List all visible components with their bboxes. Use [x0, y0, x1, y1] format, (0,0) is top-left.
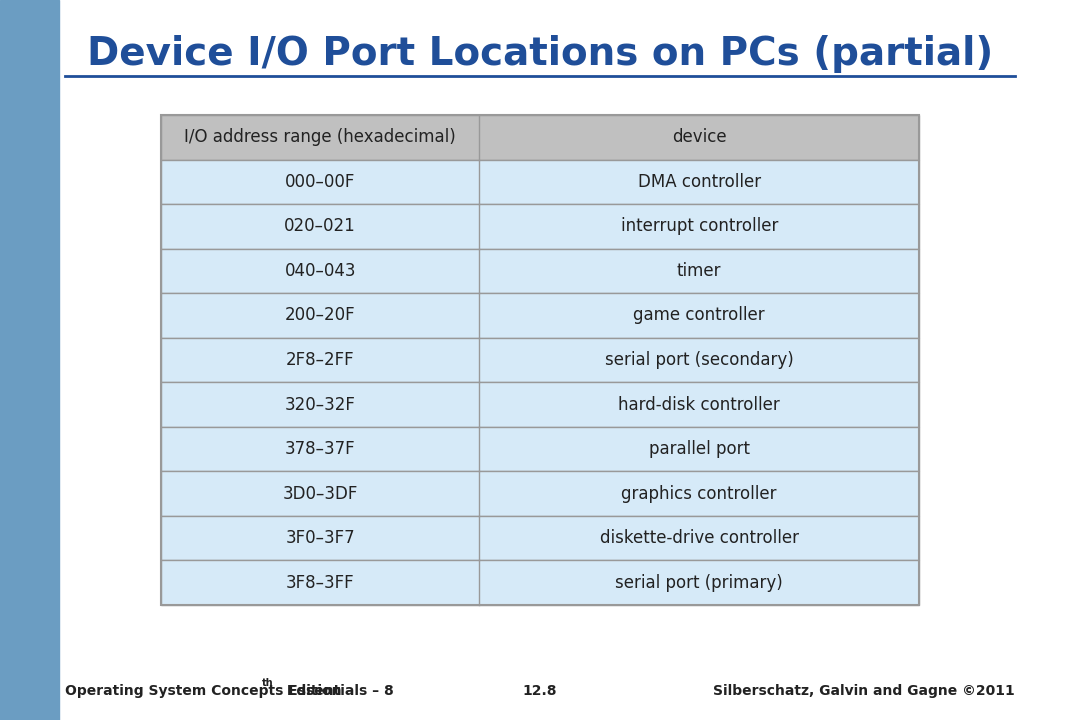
Bar — [161, 293, 919, 338]
Text: graphics controller: graphics controller — [621, 485, 777, 503]
Bar — [161, 472, 919, 516]
Text: DMA controller: DMA controller — [637, 173, 760, 191]
Text: 040–043: 040–043 — [284, 262, 356, 280]
Text: interrupt controller: interrupt controller — [621, 217, 778, 235]
Text: diskette-drive controller: diskette-drive controller — [599, 529, 799, 547]
Bar — [161, 427, 919, 472]
Text: device: device — [672, 128, 727, 146]
Text: Edition: Edition — [282, 684, 342, 698]
Bar — [161, 560, 919, 605]
Bar — [161, 248, 919, 293]
Text: parallel port: parallel port — [649, 440, 750, 458]
Text: 200–20F: 200–20F — [285, 307, 355, 325]
Bar — [161, 382, 919, 427]
Bar — [161, 338, 919, 382]
Bar — [161, 204, 919, 248]
Text: Device I/O Port Locations on PCs (partial): Device I/O Port Locations on PCs (partia… — [86, 35, 994, 73]
Bar — [161, 115, 919, 605]
Text: 12.8: 12.8 — [523, 684, 557, 698]
Bar — [161, 115, 919, 160]
Text: I/O address range (hexadecimal): I/O address range (hexadecimal) — [185, 128, 456, 146]
Bar — [161, 516, 919, 560]
Text: hard-disk controller: hard-disk controller — [619, 395, 780, 413]
Text: 020–021: 020–021 — [284, 217, 356, 235]
Text: 3F0–3F7: 3F0–3F7 — [285, 529, 355, 547]
Text: th: th — [262, 678, 273, 688]
Text: 2F8–2FF: 2F8–2FF — [286, 351, 354, 369]
Text: 320–32F: 320–32F — [285, 395, 355, 413]
Text: serial port (secondary): serial port (secondary) — [605, 351, 794, 369]
Text: 3D0–3DF: 3D0–3DF — [283, 485, 357, 503]
Text: 378–37F: 378–37F — [285, 440, 355, 458]
Bar — [161, 160, 919, 204]
Text: timer: timer — [677, 262, 721, 280]
Text: Silberschatz, Galvin and Gagne ©2011: Silberschatz, Galvin and Gagne ©2011 — [713, 684, 1015, 698]
Text: Operating System Concepts Essentials – 8: Operating System Concepts Essentials – 8 — [65, 684, 394, 698]
Text: game controller: game controller — [633, 307, 765, 325]
Text: 3F8–3FF: 3F8–3FF — [286, 574, 354, 592]
Text: 000–00F: 000–00F — [285, 173, 355, 191]
Text: serial port (primary): serial port (primary) — [616, 574, 783, 592]
